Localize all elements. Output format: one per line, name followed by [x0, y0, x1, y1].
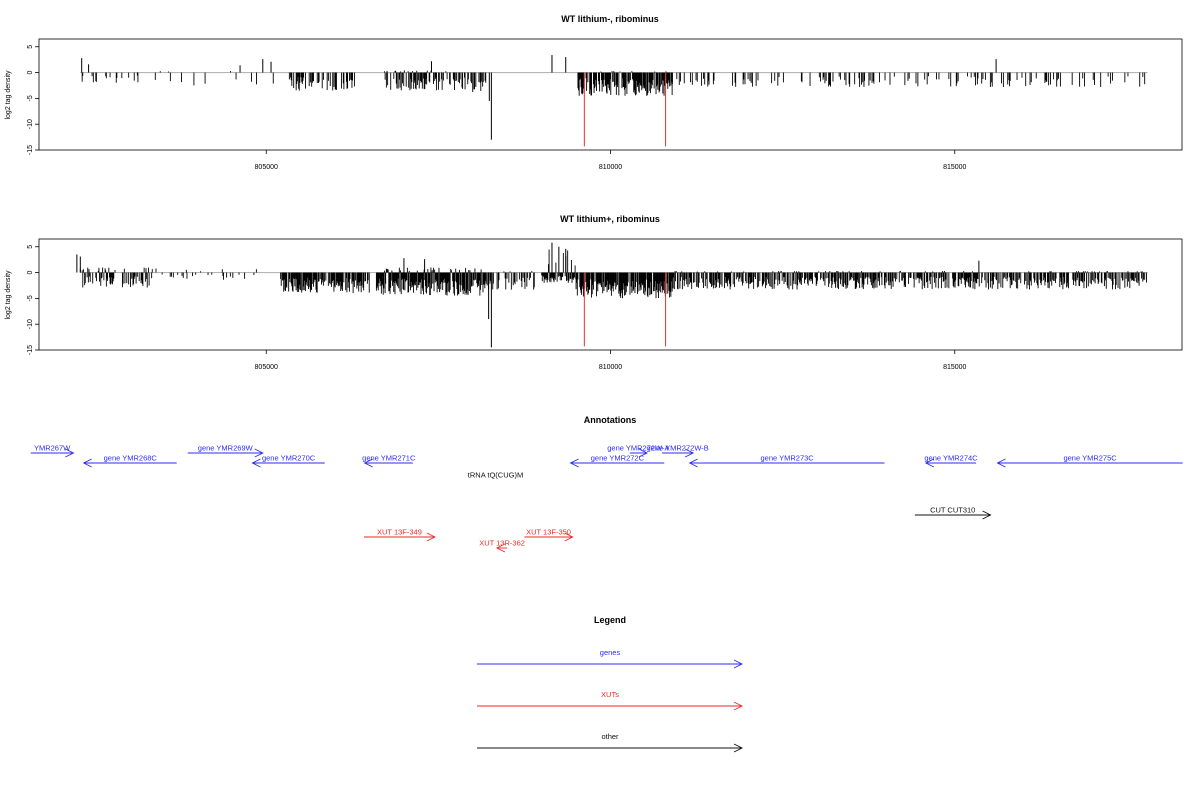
- annotation-label: gene YMR272C: [591, 454, 645, 463]
- annotation-label: gene YMR272W-A: [607, 444, 669, 453]
- x-tick-label: 805000: [255, 164, 278, 171]
- y-tick-label: -5: [27, 95, 34, 101]
- annotation-label: gene YMR272W-B: [647, 444, 709, 453]
- axes-group: 5 0 -5 -10 -15 805000 810000 815000: [27, 38, 1183, 171]
- axes-group: 5 0 -5 -10 -15 805000 810000 815000: [27, 238, 1183, 371]
- annotation-label: YMR267W: [34, 444, 71, 453]
- panel-title: WT lithium-, ribominus: [561, 14, 659, 24]
- annotation-xut: XUT 13R-362: [479, 539, 525, 553]
- legend-entry: other: [477, 732, 744, 753]
- bars-group: [76, 242, 1148, 348]
- legend-label: genes: [600, 648, 621, 657]
- annotation-label: gene YMR268C: [104, 454, 158, 463]
- annotations-title: Annotations: [584, 415, 637, 425]
- bars-group: [80, 55, 1148, 147]
- annotation-xut: XUT 13F-350: [524, 528, 574, 542]
- annotation-gene: gene YMR272W-B: [647, 444, 709, 458]
- legend-items: genes XUTs other: [477, 648, 744, 753]
- y-tick-label: -10: [27, 119, 34, 129]
- y-tick-label: 0: [27, 271, 34, 275]
- legend-entry: XUTs: [477, 690, 744, 711]
- annotation-xut: XUT 13F-349: [363, 528, 436, 542]
- y-tick-label: -15: [27, 345, 34, 355]
- density-panel-lithium-plus: WT lithium+, ribominus log2 tag density …: [5, 214, 1183, 371]
- plot-frame: [38, 238, 1183, 351]
- annotation-label: gene YMR275C: [1063, 454, 1117, 463]
- x-tick-label: 815000: [943, 164, 966, 171]
- annotation-label: gene YMR274C: [924, 454, 978, 463]
- legend-label: XUTs: [601, 690, 619, 699]
- annotation-gene: gene YMR275C: [996, 454, 1183, 468]
- annotation-gene: gene YMR270C: [251, 454, 325, 468]
- annotation-other: tRNA tQ(CUG)M: [468, 471, 523, 480]
- y-tick-label: 5: [27, 245, 34, 249]
- annotation-label: tRNA tQ(CUG)M: [468, 471, 523, 480]
- annotation-label: gene YMR270C: [262, 454, 316, 463]
- y-axis-label: log2 tag density: [5, 70, 12, 120]
- annotation-gene: gene YMR271C: [362, 454, 416, 468]
- x-tick-label: 815000: [943, 364, 966, 371]
- annotations-track: Annotations YMR267W gene YMR268C gene YMR2…: [30, 415, 1183, 553]
- annotation-gene: gene YMR273C: [688, 454, 885, 468]
- annotation-gene: gene YMR274C: [924, 454, 978, 468]
- legend: Legend genes XUTs other: [477, 615, 744, 753]
- annotation-gene: YMR267W: [30, 444, 75, 458]
- legend-title: Legend: [594, 615, 626, 625]
- y-tick-label: -10: [27, 319, 34, 329]
- annotation-label: XUT 13F-350: [526, 528, 571, 537]
- annotation-label: CUT CUT310: [930, 506, 975, 515]
- annotation-other: CUT CUT310: [914, 506, 992, 520]
- y-axis-label: log2 tag density: [5, 270, 12, 320]
- annotation-label: XUT 13F-349: [377, 528, 422, 537]
- annotation-label: gene YMR269W: [198, 444, 254, 453]
- y-tick-label: -15: [27, 145, 34, 155]
- annotation-label: XUT 13R-362: [479, 539, 525, 548]
- annotation-label: gene YMR273C: [760, 454, 814, 463]
- legend-entry: genes: [477, 648, 744, 669]
- annotation-gene: gene YMR272C: [569, 454, 665, 468]
- x-tick-label: 810000: [599, 364, 622, 371]
- y-tick-label: -5: [27, 295, 34, 301]
- legend-label: other: [601, 732, 619, 741]
- y-tick-label: 0: [27, 71, 34, 75]
- annotation-gene: gene YMR268C: [82, 454, 177, 468]
- density-panel-lithium-minus: WT lithium-, ribominus log2 tag density …: [5, 14, 1183, 171]
- panel-title: WT lithium+, ribominus: [560, 214, 660, 224]
- annotation-label: gene YMR271C: [362, 454, 416, 463]
- x-tick-label: 810000: [599, 164, 622, 171]
- x-tick-label: 805000: [255, 364, 278, 371]
- annotation-items: YMR267W gene YMR268C gene YMR269W gene YMR2…: [30, 444, 1183, 553]
- annotation-gene: gene YMR269W: [187, 444, 264, 458]
- y-tick-label: 5: [27, 45, 34, 49]
- annotation-gene: gene YMR272W-A: [607, 444, 670, 458]
